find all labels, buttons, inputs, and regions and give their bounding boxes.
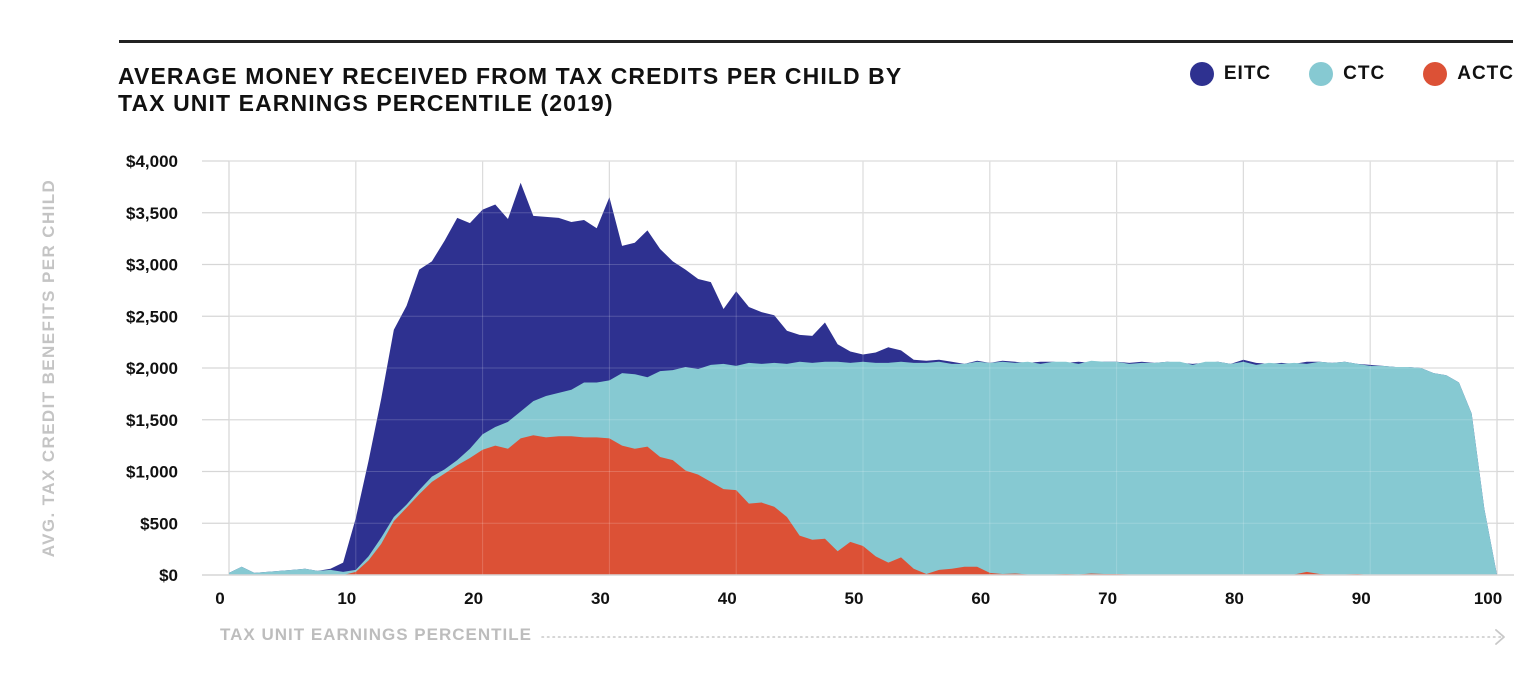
top-rule	[119, 40, 1513, 43]
legend-item-eitc: EITC	[1189, 62, 1272, 86]
dotted-arrow-icon	[541, 629, 1505, 645]
x-tick-label: 90	[1352, 589, 1371, 608]
x-axis-label-row: TAX UNIT EARNINGS PERCENTILE	[220, 625, 1513, 649]
y-tick-label: $2,500	[126, 307, 178, 326]
x-axis-label: TAX UNIT EARNINGS PERCENTILE	[220, 625, 532, 644]
legend: EITC CTC ACTC	[1189, 62, 1514, 86]
gridline-overlay	[229, 160, 1497, 575]
legend-item-ctc: CTC	[1309, 62, 1385, 86]
legend-swatch-ctc	[1309, 62, 1334, 86]
x-tick-label: 0	[215, 589, 224, 608]
x-tick-label: 60	[971, 589, 990, 608]
y-tick-labels: $0 $500 $1,000 $1,500 $2,000 $2,500 $3,000 $3,5…	[126, 152, 178, 585]
x-tick-label: 80	[1225, 589, 1244, 608]
x-tick-label: 40	[718, 589, 737, 608]
area-actc	[229, 435, 1497, 575]
chart-title-line-1: AVERAGE MONEY RECEIVED FROM TAX CREDITS …	[118, 63, 903, 89]
x-tick-label: 50	[845, 589, 864, 608]
legend-label-ctc: CTC	[1343, 63, 1386, 84]
y-tick-label: $3,500	[126, 204, 178, 223]
legend-label-actc: ACTC	[1457, 63, 1514, 84]
y-tick-label: $1,000	[126, 463, 178, 482]
legend-item-actc: ACTC	[1423, 62, 1514, 86]
x-tick-label: 100	[1474, 589, 1502, 608]
y-tick-label: $3,000	[126, 256, 178, 275]
y-tick-label: $4,000	[126, 152, 178, 171]
x-tick-label: 70	[1098, 589, 1117, 608]
y-tick-label: $500	[140, 514, 178, 533]
x-tick-label: 20	[464, 589, 483, 608]
chart-title-line-2: TAX UNIT EARNINGS PERCENTILE (2019)	[118, 90, 614, 116]
series-areas	[229, 182, 1497, 576]
x-tick-labels: 0 10 20 30 40 50 60 70 80 90 100	[215, 589, 1502, 608]
y-tick-label: $0	[159, 566, 178, 585]
y-tick-label: $1,500	[126, 411, 178, 430]
legend-swatch-actc	[1423, 62, 1448, 86]
x-tick-label: 10	[337, 589, 356, 608]
chart-title: AVERAGE MONEY RECEIVED FROM TAX CREDITS …	[118, 63, 1078, 117]
legend-swatch-eitc	[1189, 62, 1214, 86]
x-tick-label: 30	[591, 589, 610, 608]
y-tick-label: $2,000	[126, 359, 178, 378]
legend-label-eitc: EITC	[1223, 63, 1272, 84]
